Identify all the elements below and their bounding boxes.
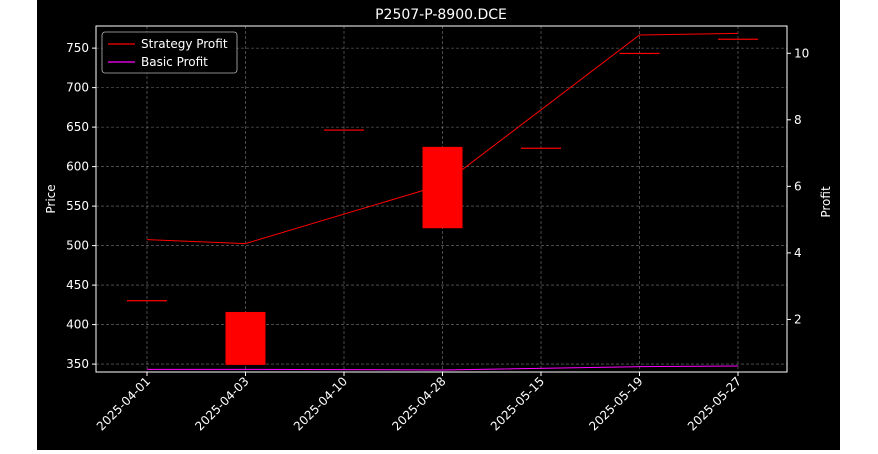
chart-title: P2507-P-8900.DCE [375,7,507,23]
legend: Strategy Profit Basic Profit [101,31,238,74]
legend-frame [101,31,238,74]
price-tick-label: 450 [66,278,89,292]
candle-2025-05-19 [619,52,660,55]
profit-lines [146,32,739,371]
price-tick-label: 600 [66,160,89,174]
profit-tick-label: 10 [794,46,809,60]
chart-canvas: P2507-P-8900.DCE 350 400 450 500 550 600 650 70… [44,7,833,433]
candles [127,38,758,365]
candle-2025-05-27 [718,38,758,40]
date-tick-label: 2025-04-01 [94,374,153,433]
candle-2025-04-03 [225,311,266,365]
date-tick-label: 2025-04-03 [192,374,251,433]
profit-tick-label: 8 [794,113,802,127]
chart-figure: P2507-P-8900.DCE 350 400 450 500 550 600 650 70… [37,0,840,450]
date-tick-label: 2025-05-19 [586,374,645,433]
date-tick-label: 2025-05-27 [685,374,744,433]
price-tick-label: 750 [66,41,89,55]
basic-profit-line [147,365,739,371]
date-axis: 2025-04-01 2025-04-03 2025-04-10 2025-04-28… [94,372,744,433]
profit-tick-label: 6 [794,179,802,193]
price-tick-label: 350 [66,357,89,371]
profit-tick-label: 4 [794,246,802,260]
profit-axis-label: Profit [819,186,833,218]
date-tick-label: 2025-04-28 [389,374,448,433]
candle-2025-04-01 [127,300,167,302]
price-tick-label: 650 [66,120,89,134]
date-tick-label: 2025-05-15 [488,374,547,433]
price-axis-label: Price [44,184,58,213]
strategy-profit-line [146,32,739,245]
plot-frame [95,25,788,373]
legend-label-basic-profit: Basic Profit [141,55,208,69]
candle-2025-04-28 [422,146,463,229]
price-tick-label: 550 [66,199,89,213]
profit-axis: 2 4 6 8 10 [787,46,809,326]
price-tick-label: 400 [66,318,89,332]
price-tick-label: 700 [66,81,89,95]
legend-label-strategy-profit: Strategy Profit [141,37,228,51]
price-tick-label: 500 [66,239,89,253]
candle-2025-04-10 [324,129,364,131]
price-axis: 350 400 450 500 550 600 650 700 750 [66,41,96,371]
candle-2025-05-15 [521,147,561,149]
profit-tick-label: 2 [794,312,802,326]
date-tick-label: 2025-04-10 [291,374,350,433]
